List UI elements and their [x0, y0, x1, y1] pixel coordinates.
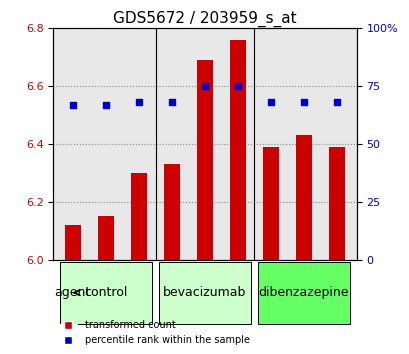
FancyBboxPatch shape — [257, 262, 349, 324]
Point — [135, 99, 142, 105]
Bar — [196, 60, 213, 259]
Text: bevacizumab: bevacizumab — [163, 286, 246, 299]
FancyBboxPatch shape — [158, 262, 251, 324]
Title: GDS5672 / 203959_s_at: GDS5672 / 203959_s_at — [113, 11, 296, 27]
Point — [333, 99, 339, 105]
Bar — [65, 225, 81, 259]
Bar — [295, 135, 311, 259]
Point — [169, 99, 175, 105]
Bar — [98, 216, 114, 259]
FancyBboxPatch shape — [60, 262, 152, 324]
Point — [267, 99, 274, 105]
Point — [103, 102, 109, 108]
Text: agent: agent — [54, 286, 90, 299]
Point — [234, 83, 240, 89]
Text: dibenzazepine: dibenzazepine — [258, 286, 348, 299]
Point — [201, 83, 208, 89]
Bar — [163, 164, 180, 259]
Point — [300, 99, 306, 105]
Text: control: control — [84, 286, 128, 299]
Bar — [229, 40, 246, 259]
Bar — [130, 173, 147, 259]
Legend: transformed count, percentile rank within the sample: transformed count, percentile rank withi… — [54, 316, 254, 349]
Bar — [328, 147, 344, 259]
Bar — [262, 147, 279, 259]
Point — [70, 102, 76, 108]
